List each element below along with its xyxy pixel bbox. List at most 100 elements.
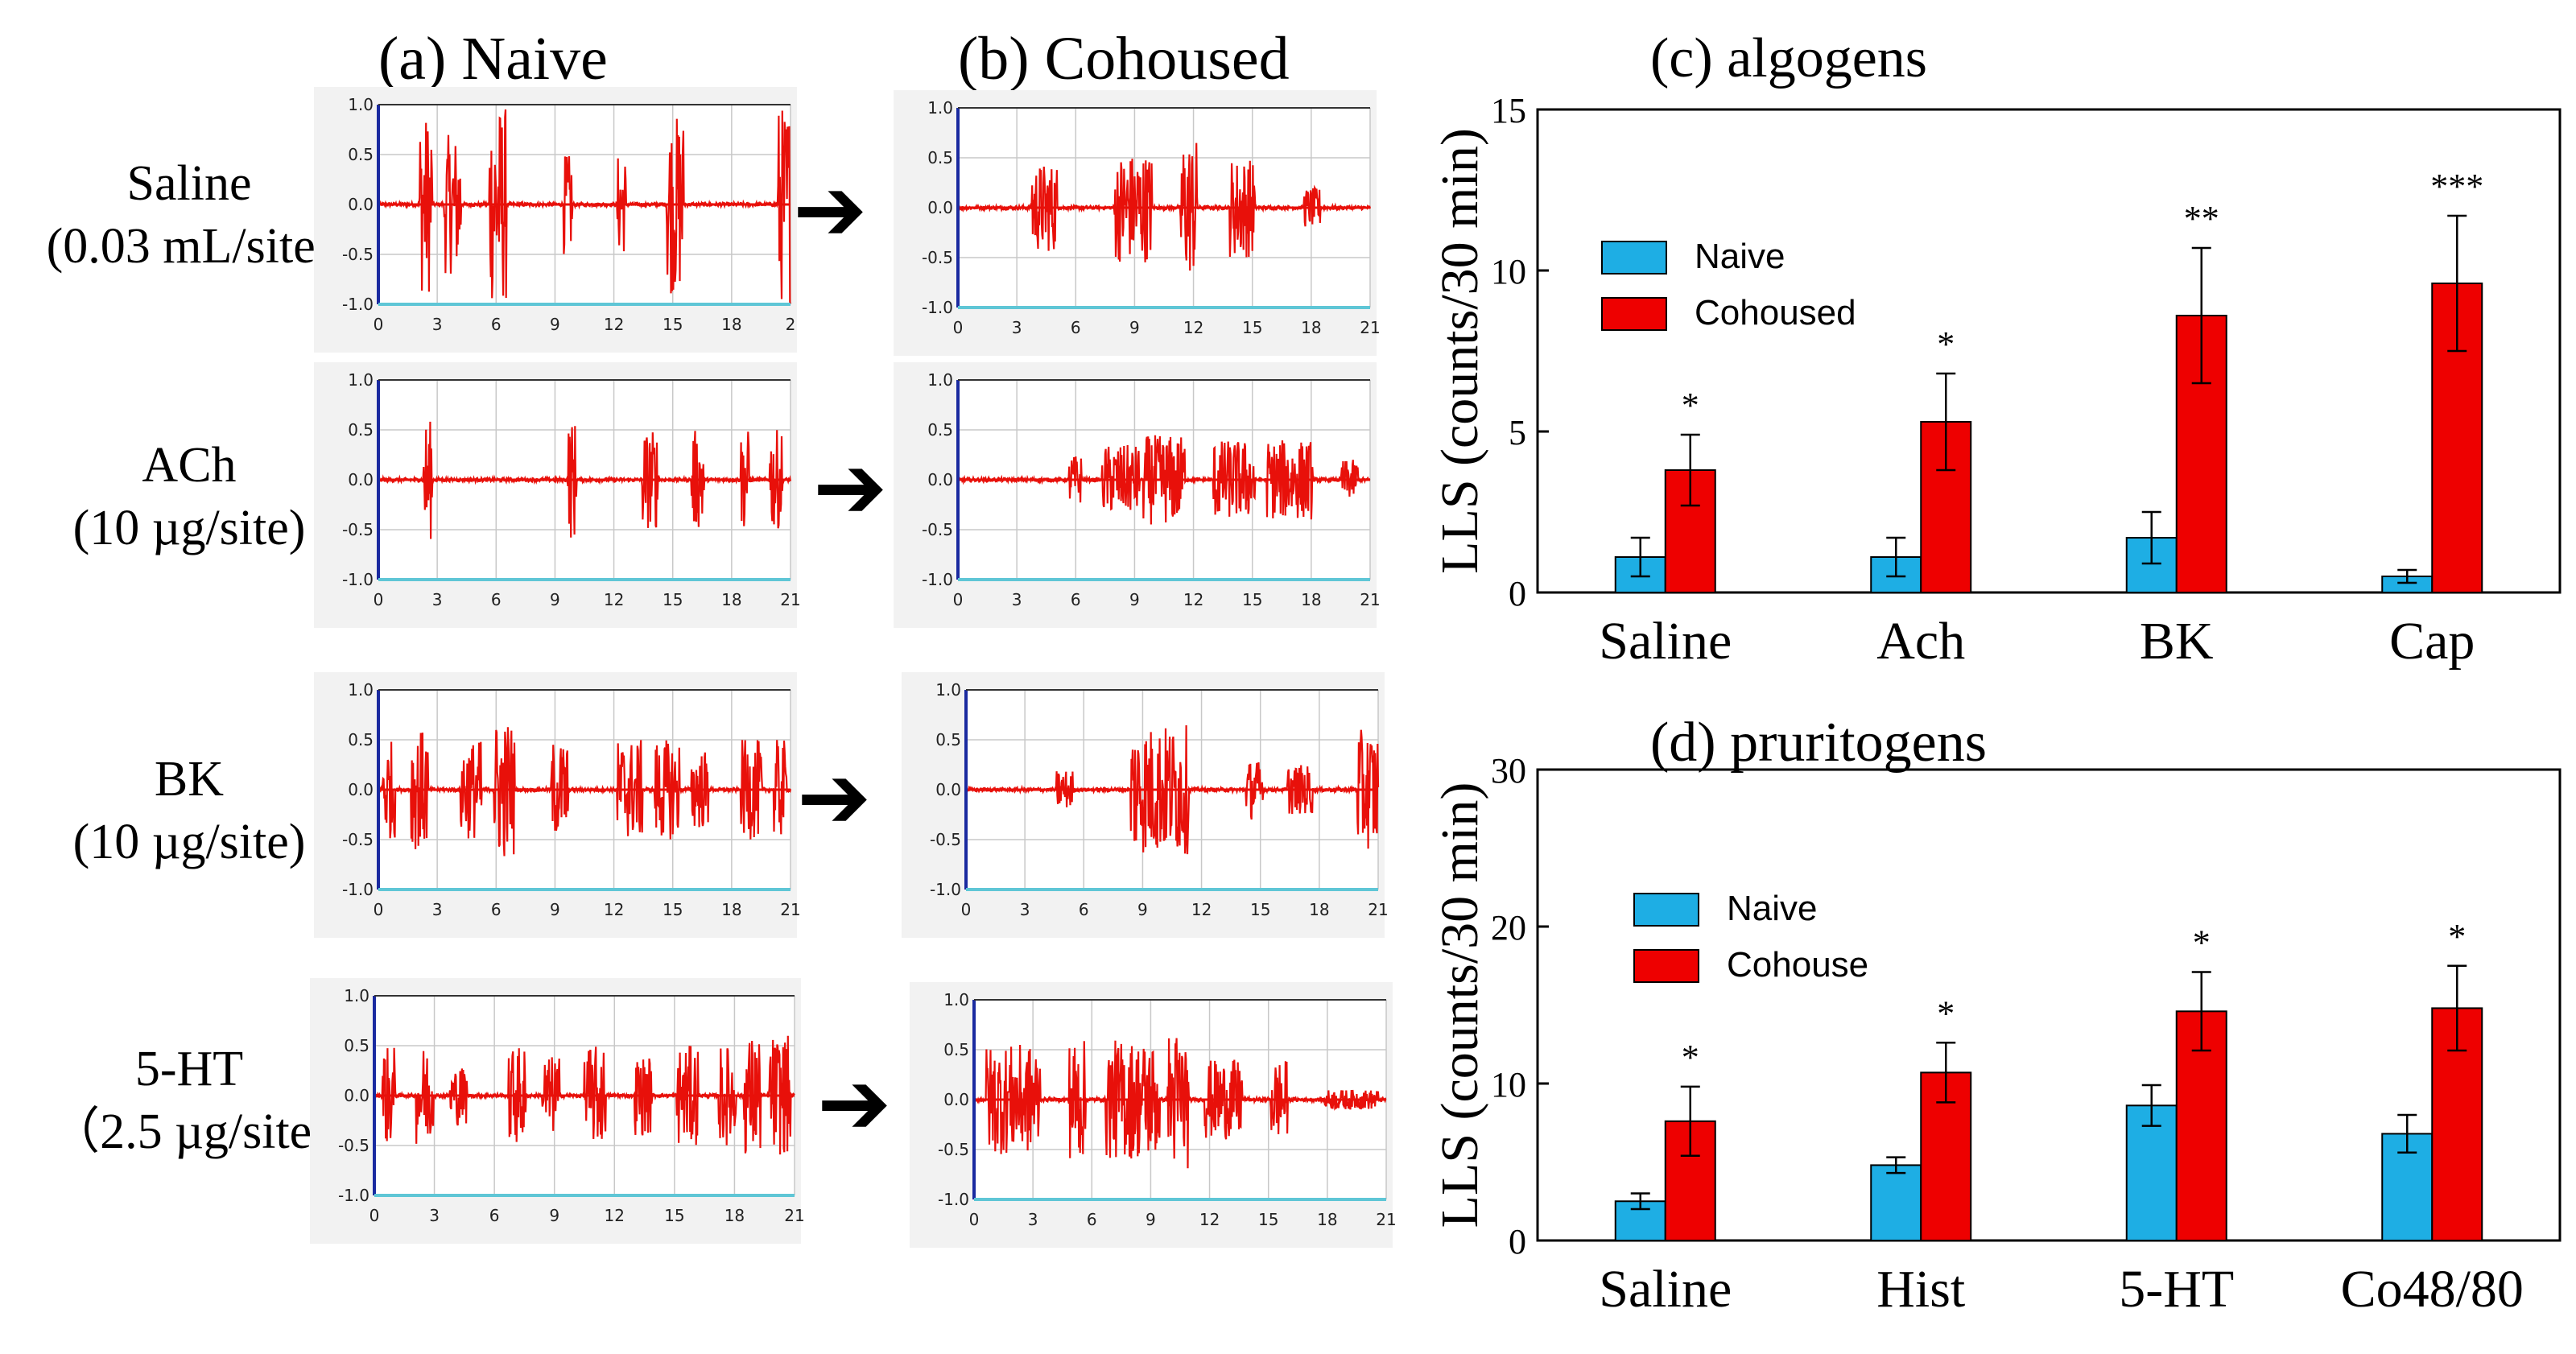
y-tick-label: 1.0 <box>935 680 961 700</box>
y-axis-label: LLS (counts/30 min) <box>1430 782 1489 1228</box>
y-tick-label: 0.0 <box>348 780 374 799</box>
y-tick-label: -1.0 <box>922 570 953 589</box>
row-dose: (0.03 mL/site) <box>46 218 332 274</box>
x-tick-label: BK <box>2140 612 2214 671</box>
x-tick-label: 15 <box>1242 590 1262 609</box>
x-tick-label: 21 <box>1360 590 1380 609</box>
row-dose: (10 µg/site) <box>72 500 306 555</box>
y-tick-label: 10 <box>1491 252 1526 291</box>
plot-frame <box>1536 108 2562 594</box>
row-dose: (10 µg/site) <box>72 814 306 869</box>
y-tick-label: 0.0 <box>348 470 374 489</box>
significance-label: * <box>1937 993 1955 1033</box>
y-tick-label: 1.0 <box>348 680 374 700</box>
x-tick-label: 9 <box>550 590 560 609</box>
y-tick-label: 5 <box>1509 413 1526 452</box>
x-tick-label: 18 <box>721 590 741 609</box>
x-tick-label: 12 <box>605 1206 625 1225</box>
significance-label: ** <box>2184 199 2219 238</box>
x-tick-label: 3 <box>1012 590 1022 609</box>
x-tick-label: 18 <box>1301 590 1321 609</box>
x-tick-label: 0 <box>953 590 964 609</box>
x-tick-label: Saline <box>1599 612 1732 671</box>
x-tick-label: 9 <box>549 1206 559 1225</box>
x-tick-label: 6 <box>491 590 502 609</box>
y-tick-label: -1.0 <box>342 880 374 899</box>
y-tick-label: -1.0 <box>922 298 953 317</box>
y-tick-label: -0.5 <box>342 520 374 539</box>
y-tick-label: 1.0 <box>348 95 374 114</box>
y-tick-label: 0.5 <box>943 1040 969 1059</box>
arrow-icon: ➔ <box>817 1051 892 1154</box>
x-tick-label: 18 <box>721 315 741 334</box>
legend-label: Cohouse <box>1727 945 1868 985</box>
x-tick-label: 15 <box>1242 318 1262 337</box>
x-tick-label: 18 <box>1317 1210 1337 1229</box>
x-tick-label: 3 <box>429 1206 440 1225</box>
y-tick-label: 1.0 <box>344 986 369 1005</box>
x-tick-label: 12 <box>1191 900 1212 919</box>
row-name: ACh <box>142 438 237 493</box>
x-tick-label: 0 <box>953 318 964 337</box>
x-tick-label: 3 <box>432 315 443 334</box>
y-tick-label: -0.5 <box>922 520 953 539</box>
x-tick-label: 9 <box>1129 318 1140 337</box>
x-tick-label: 0 <box>374 590 384 609</box>
arrow-icon: ➔ <box>797 745 872 848</box>
y-tick-label: 0 <box>1509 574 1526 613</box>
row-label-ach: ACh (10 µg/site) <box>0 435 378 559</box>
x-tick-label: Co48/80 <box>2341 1260 2524 1319</box>
x-tick-label: Hist <box>1876 1260 1965 1319</box>
x-tick-label: 0 <box>374 315 384 334</box>
y-tick-label: -0.5 <box>342 830 374 849</box>
x-tick-label: 18 <box>721 900 741 919</box>
trace-plot-naive-bk: 0 3 6 9 12 15 18 21 1.0 0.5 0.0 -0.5 -1.0 <box>314 672 801 938</box>
y-tick-label: 0.0 <box>927 198 953 217</box>
x-tick-label: 18 <box>1309 900 1329 919</box>
x-tick-label: 3 <box>432 590 443 609</box>
trace-plot-cohoused-saline: 0 3 6 9 12 15 18 21 1.0 0.5 0.0 -0.5 -1.0 <box>894 90 1381 356</box>
y-tick-label: 0.0 <box>943 1090 969 1109</box>
x-tick-label: 15 <box>664 1206 684 1225</box>
y-tick-label: 0.0 <box>344 1086 369 1105</box>
y-tick-label: -0.5 <box>938 1140 969 1159</box>
y-tick-label: 0 <box>1509 1222 1526 1261</box>
arrow-icon: ➔ <box>813 436 888 539</box>
trace-plot-cohoused-ach: 0 3 6 9 12 15 18 21 1.0 0.5 0.0 -0.5 -1.0 <box>894 362 1381 628</box>
x-tick-label: 21 <box>784 1206 804 1225</box>
legend-swatch <box>1601 297 1667 331</box>
y-tick-label: 0.5 <box>348 145 374 164</box>
y-tick-label: -1.0 <box>338 1186 369 1205</box>
x-tick-label: 9 <box>550 900 560 919</box>
y-tick-label: -0.5 <box>922 248 953 267</box>
y-tick-label: -1.0 <box>342 295 374 314</box>
y-tick-label: 20 <box>1491 908 1526 947</box>
x-tick-label: 12 <box>604 590 624 609</box>
x-tick-label: 0 <box>369 1206 380 1225</box>
y-tick-label: 0.0 <box>935 780 961 799</box>
legend-label: Naive <box>1695 237 1785 276</box>
bar-naive-hist <box>1870 1164 1922 1242</box>
x-tick-label: 15 <box>663 315 683 334</box>
y-tick-label: 0.0 <box>927 470 953 489</box>
x-tick-label: 6 <box>1087 1210 1097 1229</box>
x-tick-label: 6 <box>1079 900 1089 919</box>
x-tick-label: 6 <box>1071 318 1081 337</box>
x-tick-label: 21 <box>780 590 800 609</box>
x-tick-label: 18 <box>724 1206 745 1225</box>
trace-plot-naive-5ht: 0 3 6 9 12 15 18 21 1.0 0.5 0.0 -0.5 -1.0 <box>310 978 805 1244</box>
plot-frame <box>1536 768 2562 1242</box>
y-tick-label: 1.0 <box>927 98 953 118</box>
x-tick-label: 9 <box>1146 1210 1156 1229</box>
row-label-5ht: 5-HT （2.5 µg/site) <box>0 1038 378 1163</box>
x-tick-label: 6 <box>1071 590 1081 609</box>
significance-label: * <box>2448 917 2466 956</box>
y-tick-label: 1.0 <box>927 370 953 390</box>
legend-label: Naive <box>1727 889 1818 928</box>
x-tick-label: 0 <box>969 1210 980 1229</box>
x-tick-label: 15 <box>1250 900 1270 919</box>
x-tick-label: 15 <box>1258 1210 1278 1229</box>
legend-swatch <box>1633 949 1699 983</box>
x-tick-label: 3 <box>1020 900 1030 919</box>
x-tick-label: 0 <box>961 900 972 919</box>
